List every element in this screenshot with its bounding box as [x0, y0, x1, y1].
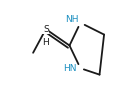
- Text: HN: HN: [63, 64, 77, 73]
- Text: NH: NH: [65, 15, 79, 24]
- Text: S: S: [43, 25, 49, 34]
- Text: H: H: [43, 38, 49, 47]
